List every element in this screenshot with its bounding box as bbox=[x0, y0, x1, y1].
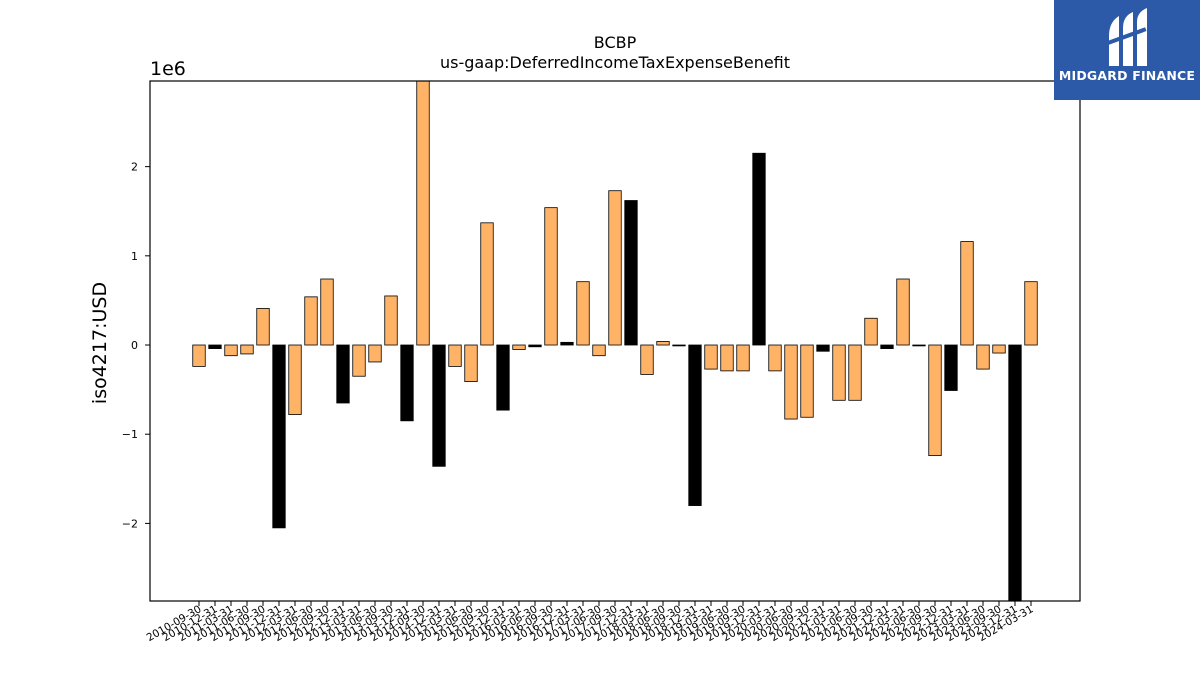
bar-2010-09-30 bbox=[192, 344, 206, 367]
bar-2018-06-30 bbox=[656, 341, 670, 346]
brand-name: MIDGARD FINANCE bbox=[1058, 68, 1196, 83]
bar-2017-09-30 bbox=[608, 190, 622, 346]
bar-2024-03-31 bbox=[1024, 281, 1038, 346]
bar-2010-12-31 bbox=[208, 344, 222, 349]
bar-2011-06-30 bbox=[240, 344, 254, 355]
bar-2017-12-31 bbox=[624, 200, 638, 346]
brand-logo: MIDGARD FINANCE bbox=[1054, 0, 1200, 100]
bar-2020-06-30 bbox=[784, 344, 798, 420]
bar-2023-06-30 bbox=[976, 344, 990, 370]
bar-2011-09-30 bbox=[256, 308, 270, 346]
y-tick-label: −2 bbox=[122, 517, 138, 530]
bar-2015-06-30 bbox=[464, 344, 478, 382]
bar-2016-12-31 bbox=[560, 341, 574, 346]
bar-2021-09-30 bbox=[864, 317, 878, 346]
bar-2020-03-31 bbox=[768, 344, 782, 372]
bar-2013-06-30 bbox=[368, 344, 382, 363]
bar-2019-06-30 bbox=[720, 344, 734, 372]
bar-2014-09-30 bbox=[416, 81, 430, 346]
bar-2017-06-30 bbox=[592, 344, 606, 357]
bar-2011-03-31 bbox=[224, 344, 238, 357]
bar-2014-12-31 bbox=[432, 344, 446, 467]
bar-2022-03-31 bbox=[896, 278, 910, 346]
bar-2023-12-31 bbox=[1008, 344, 1022, 601]
bar-2020-12-31 bbox=[816, 344, 830, 352]
bar-2016-03-31 bbox=[512, 344, 526, 350]
bar-2012-09-30 bbox=[320, 278, 334, 346]
bar-2019-12-31 bbox=[752, 152, 766, 346]
bar-2021-03-31 bbox=[832, 344, 846, 401]
plot-area: −2−10122010-09-302010-12-312011-03-31201… bbox=[122, 80, 1081, 644]
y-tick-label: −1 bbox=[122, 428, 138, 441]
bar-2017-03-31 bbox=[576, 281, 590, 346]
y-tick-label: 2 bbox=[131, 161, 138, 174]
bar-2015-09-30 bbox=[480, 222, 494, 346]
bar-2015-12-31 bbox=[496, 344, 510, 411]
y-tick-label: 1 bbox=[131, 250, 138, 263]
bar-2018-09-30 bbox=[672, 344, 686, 347]
bar-2011-12-31 bbox=[272, 344, 286, 529]
bar-2016-06-30 bbox=[528, 344, 542, 348]
y-tick-label: 0 bbox=[131, 339, 138, 352]
bar-2013-09-30 bbox=[384, 295, 398, 346]
bar-2021-06-30 bbox=[848, 344, 862, 401]
bar-2021-12-31 bbox=[880, 344, 894, 349]
bar-2012-06-30 bbox=[304, 296, 318, 346]
bar-2012-03-31 bbox=[288, 344, 302, 415]
bar-2013-12-31 bbox=[400, 344, 414, 422]
bar-2015-03-31 bbox=[448, 344, 462, 367]
chart-subtitle: us-gaap:DeferredIncomeTaxExpenseBenefit bbox=[440, 53, 790, 72]
y-axis-scale-label: 1e6 bbox=[150, 58, 186, 80]
y-axis-label: iso4217:USD bbox=[89, 282, 111, 404]
bar-2022-09-30 bbox=[928, 344, 942, 457]
bar-2022-06-30 bbox=[912, 344, 926, 347]
bar-2018-12-31 bbox=[688, 344, 702, 506]
bar-2019-09-30 bbox=[736, 344, 750, 372]
bar-2020-09-30 bbox=[800, 344, 814, 418]
bar-2013-03-31 bbox=[352, 344, 366, 377]
midgard-m-logo-icon bbox=[1103, 8, 1151, 72]
bars-group bbox=[192, 81, 1038, 601]
bar-2023-09-30 bbox=[992, 344, 1006, 354]
bar-2019-03-31 bbox=[704, 344, 718, 370]
bar-2023-03-31 bbox=[960, 241, 974, 346]
bar-2012-12-31 bbox=[336, 344, 350, 404]
bar-2022-12-31 bbox=[944, 344, 958, 391]
chart-title: BCBP bbox=[594, 33, 637, 52]
bar-2016-09-30 bbox=[544, 207, 558, 346]
bar-2018-03-31 bbox=[640, 344, 654, 375]
